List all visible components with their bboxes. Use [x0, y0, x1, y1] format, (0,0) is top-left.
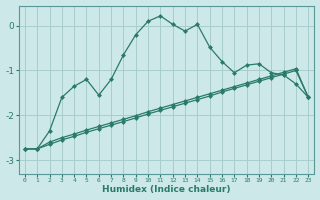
X-axis label: Humidex (Indice chaleur): Humidex (Indice chaleur): [102, 185, 231, 194]
